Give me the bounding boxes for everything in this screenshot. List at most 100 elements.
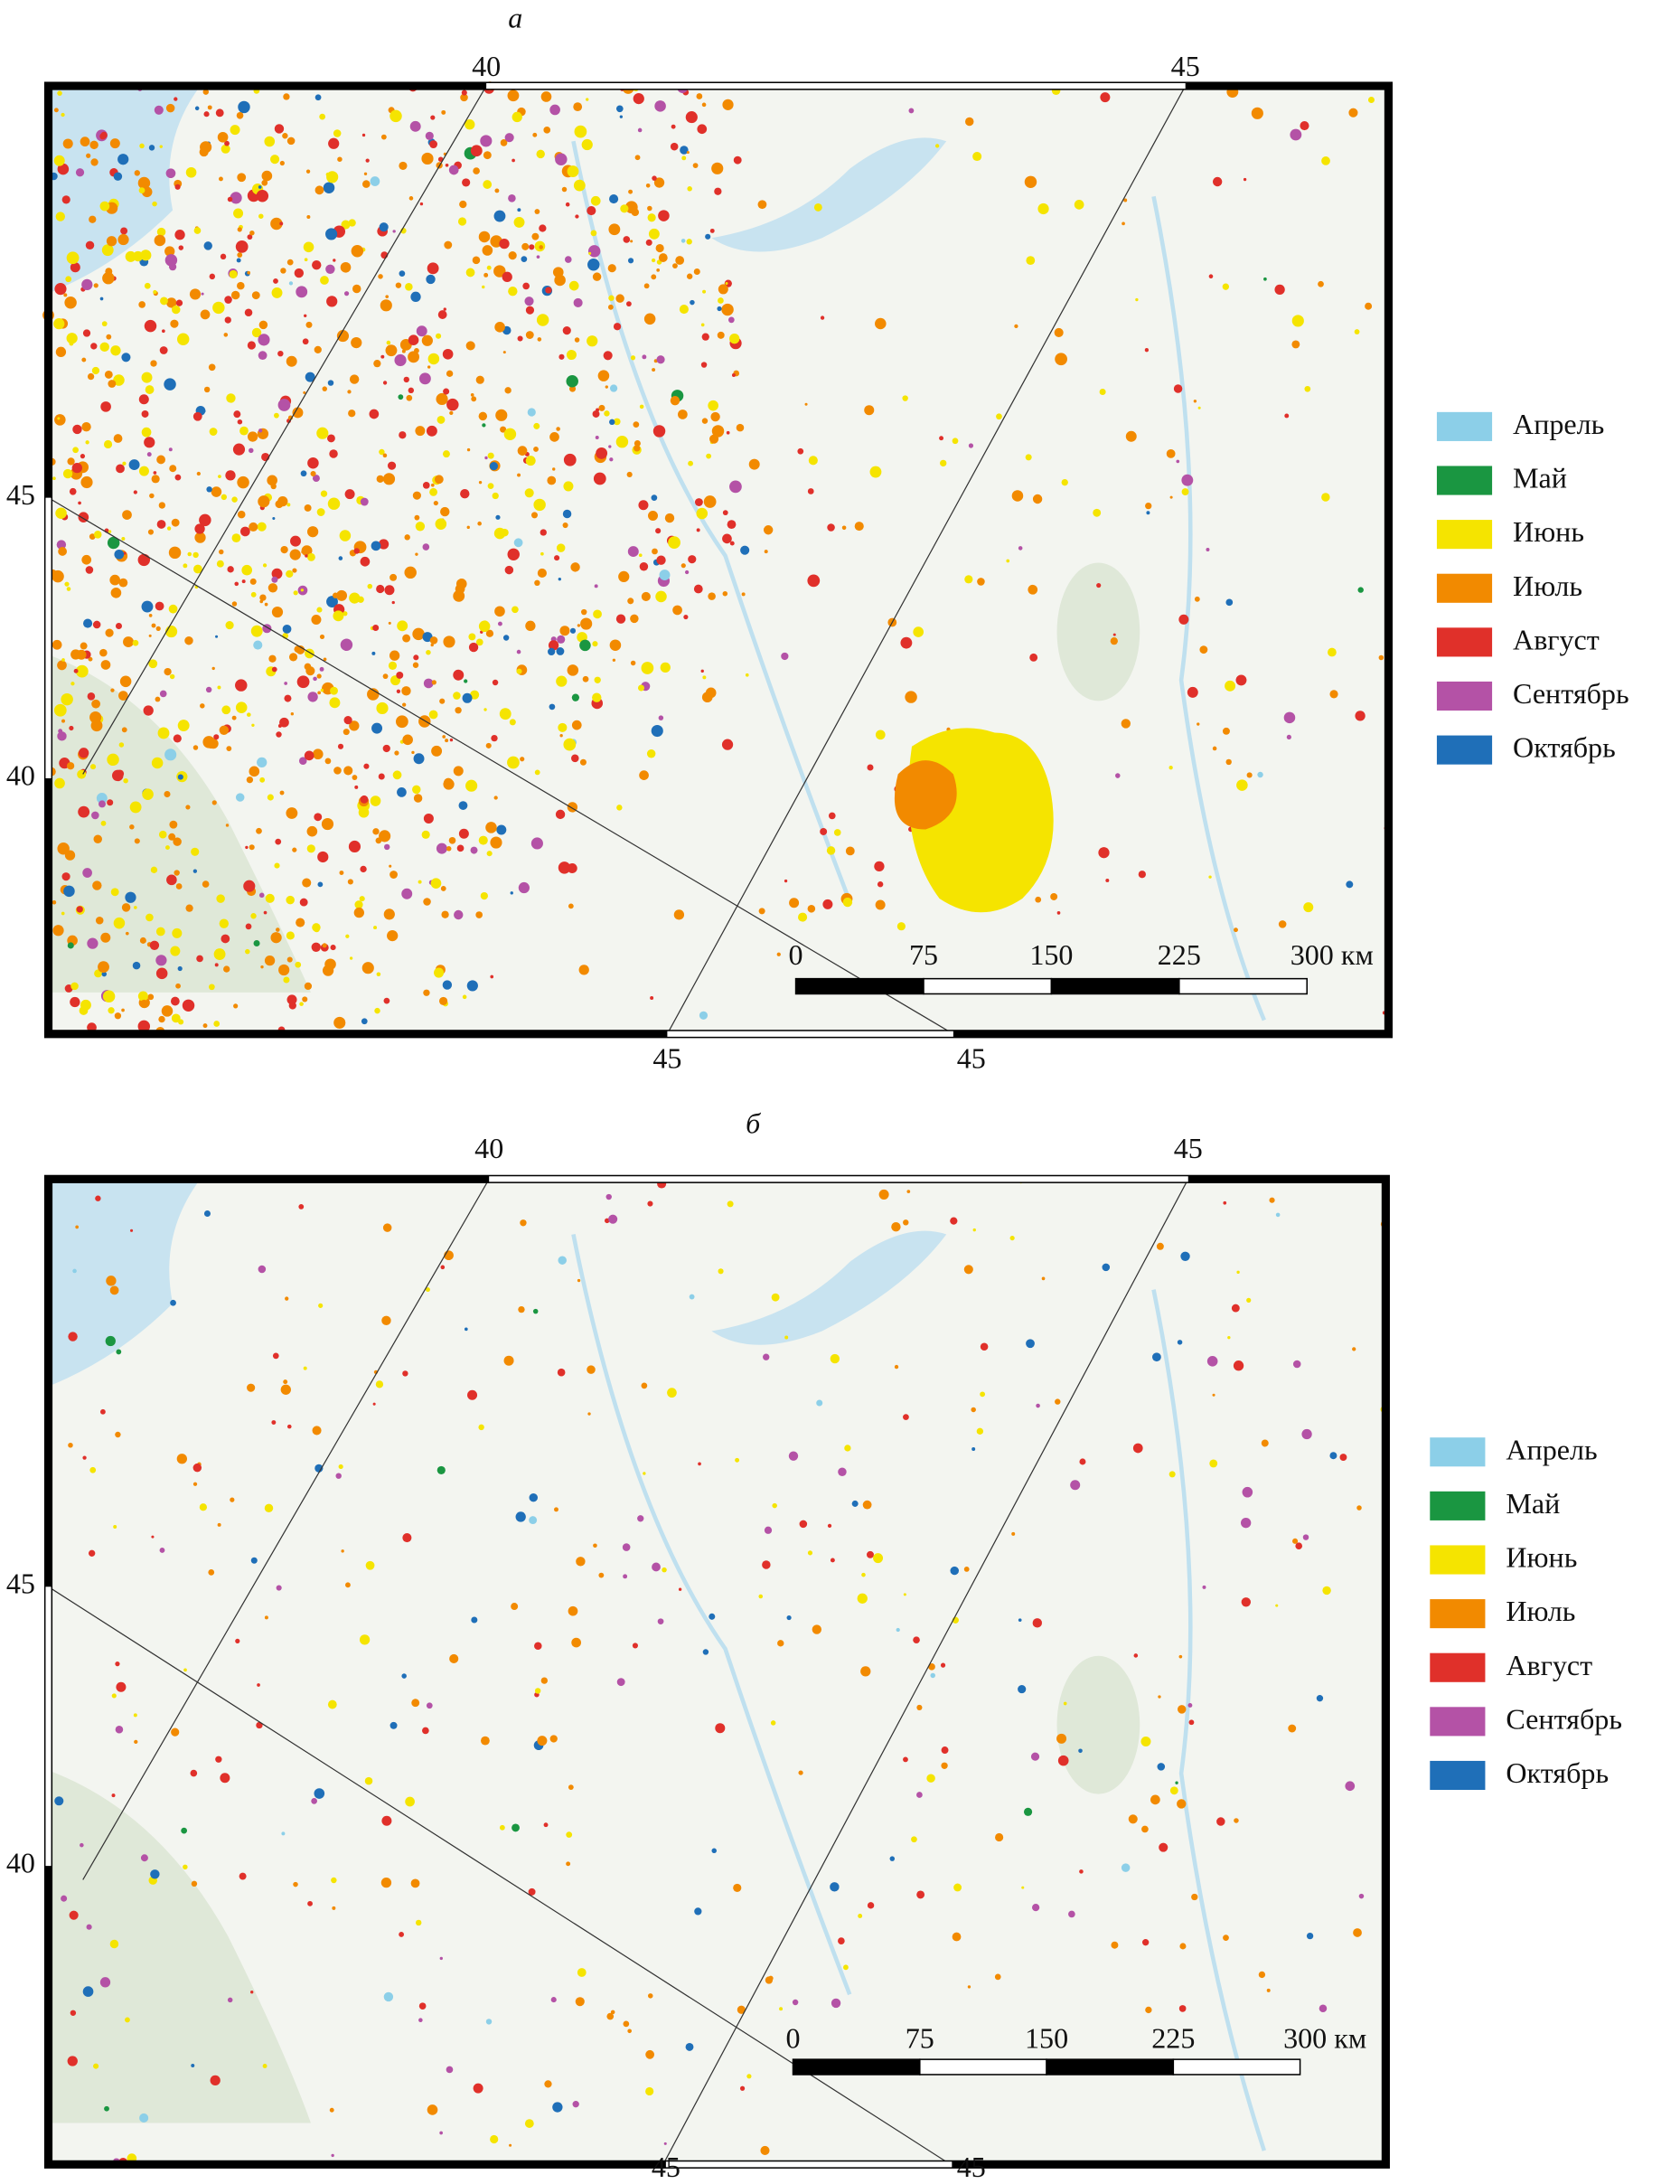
fire-spot — [196, 471, 201, 476]
fire-spot — [758, 908, 765, 915]
fire-spot — [281, 1831, 286, 1836]
fire-spot — [462, 994, 467, 1000]
fire-spot — [1187, 1703, 1193, 1708]
fire-spot — [99, 800, 106, 808]
fire-spot — [106, 1276, 117, 1286]
fire-spot — [99, 1977, 111, 1988]
fire-spot — [1222, 727, 1230, 735]
fire-spot — [508, 251, 517, 260]
fire-spot — [873, 1553, 884, 1564]
fire-spot — [1208, 875, 1212, 879]
fire-spot — [701, 333, 709, 341]
fire-spot — [247, 234, 253, 240]
fire-spot — [237, 510, 246, 519]
fire-spot — [405, 1796, 415, 1807]
fire-spot — [711, 1848, 717, 1854]
fire-spot — [360, 795, 369, 804]
fire-spot — [52, 925, 64, 937]
fire-spot — [235, 793, 245, 802]
fire-spot — [1261, 1439, 1269, 1447]
fire-spot — [405, 283, 413, 291]
fire-spot — [264, 1615, 268, 1620]
fire-spot — [656, 555, 666, 565]
fire-spot — [1032, 494, 1043, 504]
fire-spot — [87, 937, 99, 949]
fire-spot — [185, 805, 191, 810]
fire-spot — [404, 534, 410, 541]
fire-spot — [54, 414, 66, 426]
fire-spot — [276, 731, 282, 738]
fire-spot — [575, 1997, 585, 2007]
fire-spot — [144, 319, 157, 333]
fire-spot — [1169, 1786, 1178, 1795]
frame-segment — [45, 1586, 52, 1867]
fire-spot — [397, 787, 407, 797]
fire-spot — [764, 1526, 773, 1534]
fire-spot — [99, 342, 109, 353]
fire-spot — [322, 965, 334, 976]
fire-spot — [358, 806, 370, 818]
fire-spot — [168, 546, 182, 560]
fire-spot — [645, 183, 651, 188]
fire-spot — [267, 794, 274, 801]
fire-spot — [792, 1999, 799, 2006]
fire-spot — [574, 125, 587, 138]
fire-spot — [504, 565, 514, 575]
fire-spot — [120, 227, 128, 235]
fire-spot — [329, 2107, 334, 2113]
fire-spot — [582, 675, 589, 682]
fire-spot — [604, 410, 610, 417]
fire-spot — [473, 2083, 483, 2094]
fire-spot — [258, 351, 267, 361]
fire-spot — [440, 1265, 446, 1270]
fire-spot — [93, 2063, 99, 2069]
fire-spot — [234, 581, 239, 587]
fire-spot — [442, 735, 446, 739]
fire-spot — [237, 173, 247, 183]
fire-spot — [595, 435, 599, 439]
scale-label: 300 км — [1291, 938, 1374, 971]
fire-spot — [158, 502, 165, 509]
fire-spot — [118, 742, 125, 748]
fire-spot — [1055, 353, 1067, 366]
fire-spot — [851, 1500, 859, 1507]
fire-spot — [86, 1924, 92, 1930]
fire-spot — [155, 955, 167, 966]
fire-spot — [307, 1900, 313, 1906]
fire-spot — [259, 599, 264, 604]
fire-spot — [696, 528, 700, 532]
fire-spot — [148, 659, 158, 669]
fire-spot — [329, 697, 341, 709]
fire-spot — [714, 187, 722, 195]
fire-spot — [227, 1997, 233, 2003]
fire-spot — [570, 562, 580, 572]
fire-spot — [145, 385, 155, 394]
fire-spot — [496, 824, 507, 835]
fire-spot — [79, 1006, 89, 1015]
fire-spot — [1056, 911, 1061, 915]
fire-spot — [330, 686, 338, 695]
fire-spot — [499, 1824, 505, 1831]
fire-spot — [389, 1721, 398, 1729]
fire-spot — [55, 346, 67, 357]
fire-spot — [327, 434, 335, 443]
fire-spot — [115, 1431, 121, 1438]
fire-spot — [1306, 1932, 1314, 1940]
fire-spot — [763, 1353, 770, 1360]
fire-spot — [109, 574, 121, 586]
fire-spot — [1138, 871, 1146, 879]
fire-spot — [1018, 1618, 1022, 1622]
fire-spot — [454, 909, 464, 920]
fire-spot — [549, 104, 560, 116]
fire-spot — [500, 426, 507, 433]
fire-spot — [413, 794, 423, 803]
fire-spot — [482, 245, 493, 256]
fire-spot — [708, 400, 718, 411]
fire-spot — [459, 200, 467, 209]
fire-spot — [314, 1464, 324, 1473]
fire-spot — [559, 734, 563, 738]
fire-spot — [1321, 493, 1330, 502]
fire-spot — [520, 1219, 527, 1227]
fire-spot — [208, 984, 215, 991]
fire-spot — [696, 507, 709, 520]
